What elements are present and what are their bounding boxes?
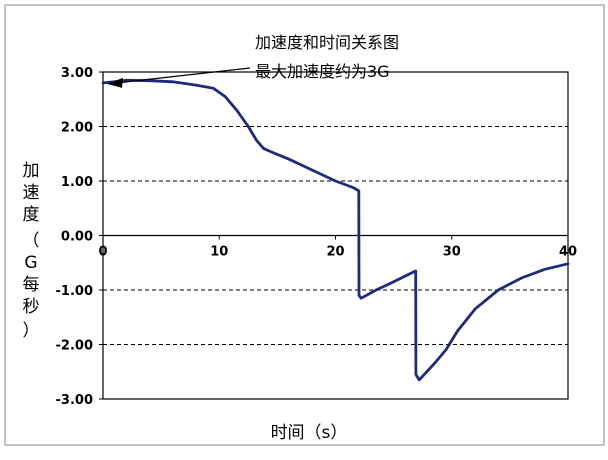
x-tick-label: 40 [559, 245, 577, 260]
x-tick-labels: 0 10 20 30 40 [98, 235, 577, 260]
y-axis-label-char: 速 [23, 183, 40, 203]
annotation-label: 最大加速度约为3G [255, 62, 390, 81]
annotation-arrow [107, 67, 251, 88]
y-axis-label-char: 秒 [23, 297, 40, 317]
y-tick-label: 1.00 [61, 175, 93, 190]
series-line [101, 78, 570, 382]
y-tick-label: 0.00 [61, 230, 93, 245]
annotation-arrow-shaft [116, 67, 251, 84]
x-tick-label: 0 [98, 245, 107, 260]
y-axis-label-char: 度 [23, 205, 40, 225]
y-axis-label: 加速度 （G每秒 ） [23, 161, 40, 341]
x-tick-label: 20 [326, 245, 344, 260]
x-axis-label: 时间（s） [271, 423, 348, 443]
y-tick-labels: 3.00 2.00 1.00 0.00 -1.00 -2.00 -3.00 [56, 66, 103, 408]
y-axis-label-char: ） [23, 321, 40, 341]
y-axis-label-char: 每 [23, 275, 40, 295]
annotation-arrow-head [107, 77, 123, 88]
outer-border [4, 4, 605, 446]
y-axis-label-char: G [24, 253, 37, 273]
y-tick-label: -2.00 [56, 339, 93, 354]
y-tick-label: -1.00 [56, 284, 93, 299]
y-axis-label-char: （ [23, 231, 40, 251]
series-layer [101, 78, 570, 382]
y-tick-label: 3.00 [61, 66, 93, 81]
x-tick-label: 10 [210, 245, 228, 260]
chart-title: 加速度和时间关系图 [255, 33, 399, 52]
y-tick-label: -3.00 [56, 393, 93, 408]
y-axis-label-char: 加 [23, 161, 40, 181]
y-tick-label: 2.00 [61, 121, 93, 136]
x-tick-label: 30 [443, 245, 461, 260]
